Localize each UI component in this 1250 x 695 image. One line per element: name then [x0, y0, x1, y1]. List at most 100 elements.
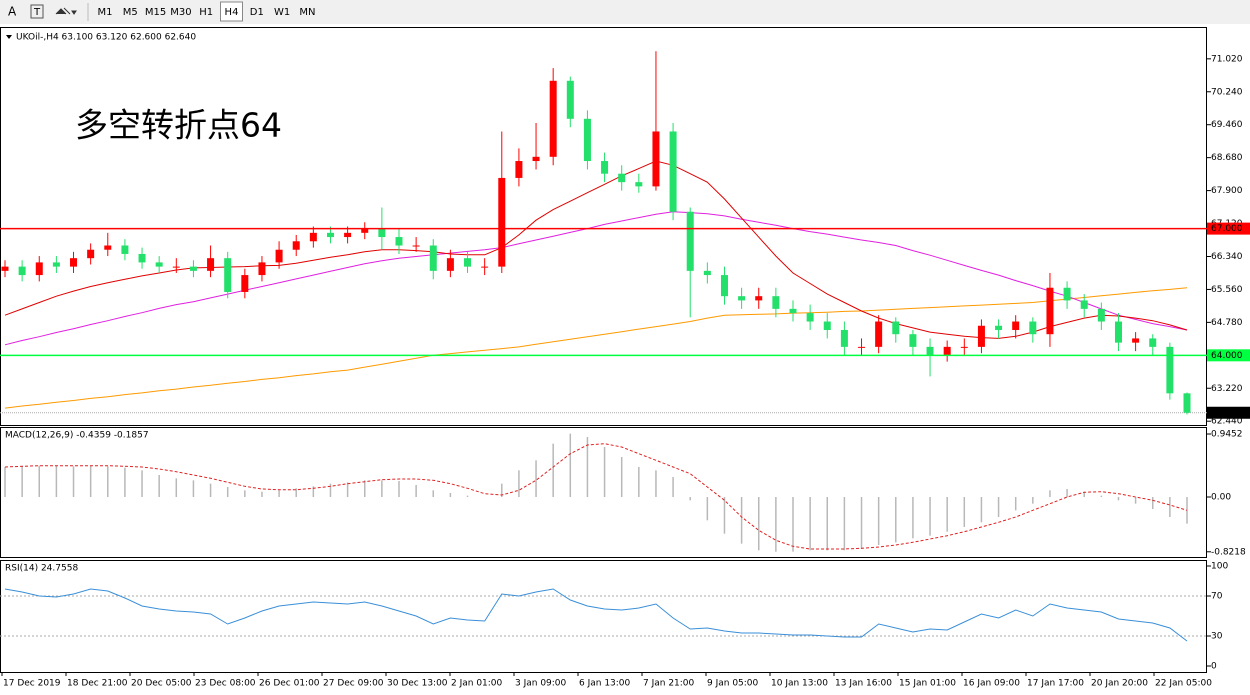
main-panel-border	[0, 27, 1207, 426]
candle-body	[943, 346, 951, 356]
y-tick-label: 71.020	[1211, 54, 1243, 64]
candle-body	[207, 258, 215, 271]
candle-body	[1132, 338, 1140, 343]
macd-panel-border	[0, 427, 1207, 558]
candle-body	[549, 80, 557, 157]
candle-body	[840, 329, 848, 347]
y-tick-label: -0.8218	[1211, 547, 1246, 557]
candle-body	[52, 262, 60, 267]
candle-body	[669, 131, 677, 212]
candle-body	[326, 232, 334, 238]
candle-body	[789, 308, 797, 314]
x-tick-label: 10 Jan 13:00	[771, 679, 828, 689]
y-tick-label: 63.220	[1211, 384, 1243, 394]
candle-body	[412, 245, 420, 247]
text-tool[interactable]	[30, 4, 44, 19]
y-tick-label: 0.9452	[1211, 429, 1243, 439]
candle-body	[583, 118, 591, 162]
y-tick-label: 100	[1211, 562, 1228, 572]
annotation: 多空转折点64	[75, 106, 282, 145]
candle-body	[1149, 338, 1157, 347]
candle-body	[1029, 321, 1037, 335]
candle-body	[258, 262, 266, 276]
x-tick-label: 15 Jan 01:00	[899, 679, 956, 689]
candle-body	[875, 321, 883, 347]
price-tag-label: 64.000	[1211, 351, 1243, 361]
font-button[interactable]: A	[8, 5, 17, 19]
candle-body	[738, 296, 746, 301]
x-tick-label: 16 Jan 09:00	[963, 679, 1020, 689]
price-tag	[1207, 349, 1250, 362]
candle-body	[361, 228, 369, 233]
candle-body	[977, 325, 985, 347]
candle-body	[806, 313, 814, 322]
candle-body	[138, 253, 146, 263]
x-tick-label: 30 Dec 13:00	[387, 679, 448, 689]
candle-body	[429, 245, 437, 271]
x-tick-label: 17 Jan 17:00	[1027, 679, 1084, 689]
candle-body	[652, 131, 660, 187]
y-tick-label: 70	[1211, 592, 1223, 602]
candle-body	[995, 325, 1003, 330]
timeframe-button[interactable]: W1	[274, 7, 290, 18]
x-tick-label: 20 Dec 05:00	[131, 679, 192, 689]
rsi-header: RSI(14) 24.7558	[5, 564, 78, 574]
toolbar: A T	[0, 0, 1250, 24]
signal-line	[4, 443, 1188, 550]
y-tick-label: 30	[1211, 632, 1223, 642]
candle-body	[703, 270, 711, 276]
candle-body	[823, 321, 831, 330]
candle-body	[1, 266, 9, 271]
candle-body	[1097, 308, 1105, 322]
candle-body	[532, 156, 540, 162]
chart-header: UKOil-,H4 63.100 63.120 62.600 62.640	[16, 33, 196, 43]
moving-average	[4, 211, 1188, 346]
candle-body	[618, 173, 626, 183]
moving-average	[4, 287, 1188, 409]
shapes-tool[interactable]	[55, 7, 77, 15]
rsi-line	[4, 588, 1188, 642]
timeframe-button[interactable]: M30	[170, 7, 191, 18]
x-tick-label: 23 Dec 08:00	[195, 679, 256, 689]
price-tag-label: 67.000	[1211, 224, 1243, 234]
timeframe-button[interactable]: H1	[199, 7, 213, 18]
y-tick-label: 66.340	[1211, 252, 1243, 262]
y-tick-label: 67.900	[1211, 186, 1243, 196]
candle-body	[344, 232, 352, 238]
y-tick-label: 65.560	[1211, 285, 1243, 295]
candle-body	[104, 245, 112, 250]
last-price-label: 62.640	[1211, 408, 1243, 418]
symbol-menu-arrow[interactable]	[6, 35, 12, 39]
candle-body	[224, 258, 232, 292]
timeframe-button[interactable]: M15	[145, 7, 166, 18]
candle-body	[720, 275, 728, 297]
x-tick-label: 27 Dec 09:00	[323, 679, 384, 689]
candle-body	[1012, 321, 1020, 330]
candle-body	[464, 258, 472, 267]
macd-header: MACD(12,26,9) -0.4359 -0.1857	[5, 431, 149, 441]
y-tick-label: 70.240	[1211, 87, 1243, 97]
candle-body	[1183, 393, 1191, 413]
candle-body	[515, 161, 523, 178]
y-tick-label: 69.460	[1211, 120, 1243, 130]
text-tool-glyph: T	[33, 7, 41, 18]
candle-body	[241, 275, 249, 292]
y-tick-label: 62.440	[1211, 417, 1243, 427]
y-tick-label: 0	[1211, 662, 1217, 672]
candle-body	[87, 249, 95, 259]
rsi-panel-border	[0, 560, 1207, 673]
candle-body	[772, 296, 780, 309]
candle-body	[635, 182, 643, 187]
candle-body	[909, 334, 917, 347]
x-tick-label: 26 Dec 01:00	[259, 679, 320, 689]
timeframe-button[interactable]: M1	[98, 7, 113, 18]
candle-body	[189, 266, 197, 271]
timeframe-button[interactable]: M5	[123, 7, 138, 18]
timeframe-button[interactable]: H4	[225, 7, 239, 18]
moving-average	[4, 160, 1188, 339]
candle-body	[309, 232, 317, 242]
timeframe-button[interactable]: D1	[250, 7, 264, 18]
timeframe-button[interactable]: MN	[299, 7, 315, 18]
timeframe-active	[220, 1, 243, 22]
